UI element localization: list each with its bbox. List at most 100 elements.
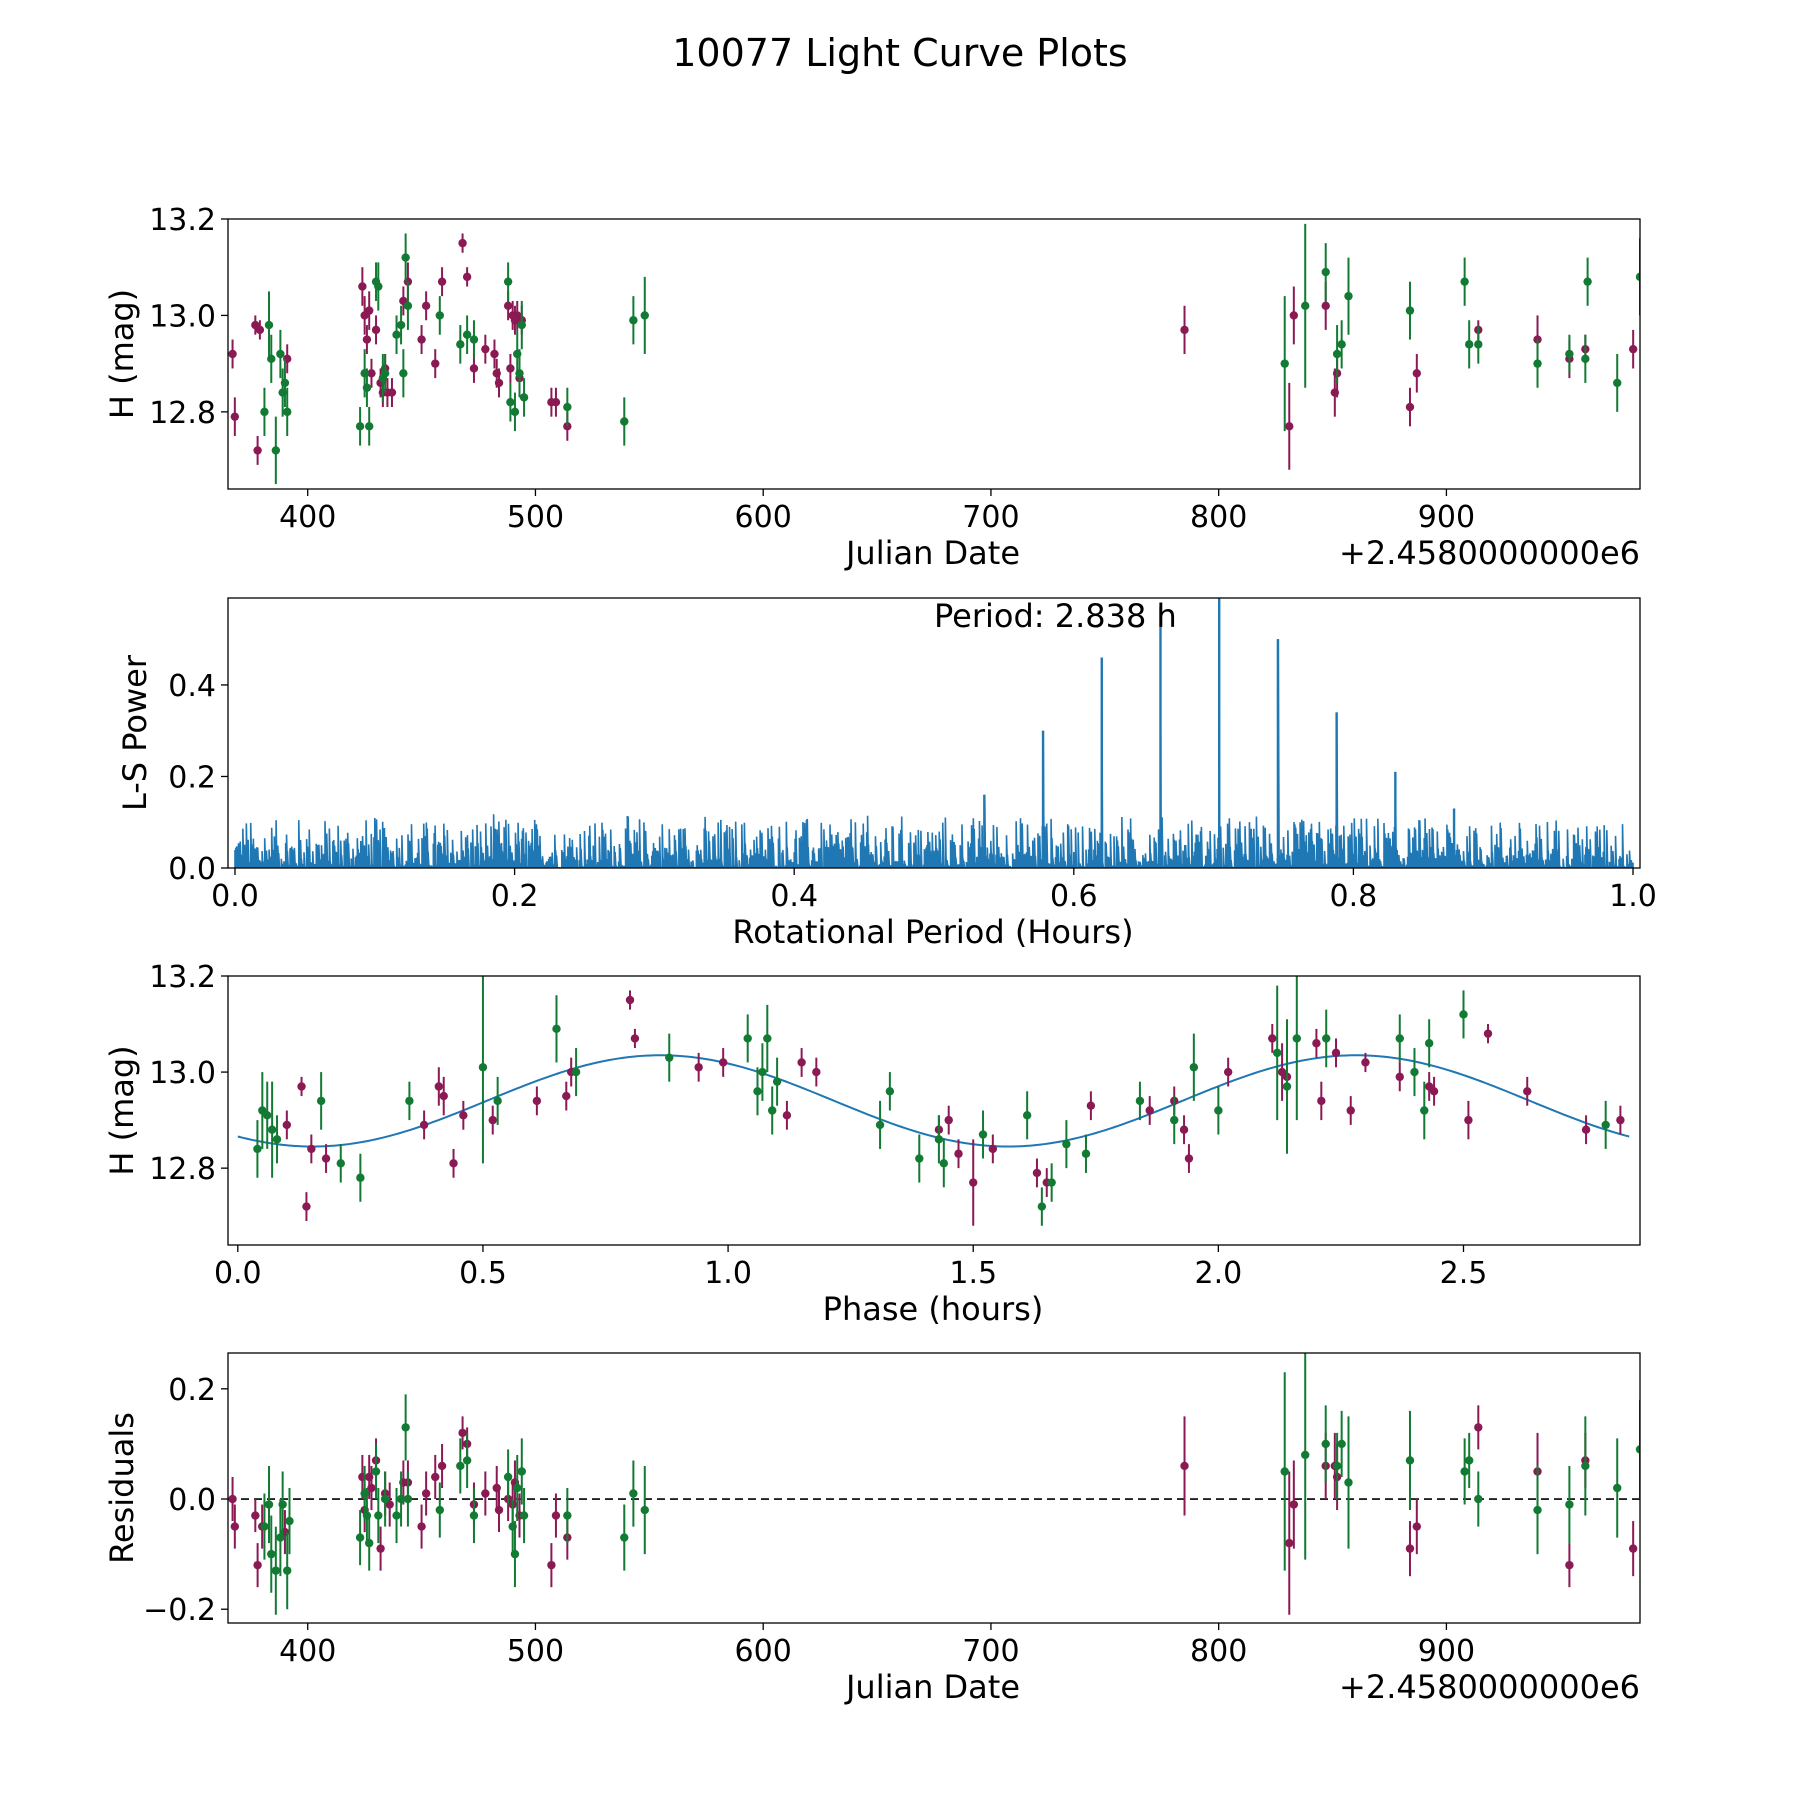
data-point (230, 412, 240, 421)
data-point (1628, 1544, 1638, 1553)
data-point (458, 238, 467, 248)
data-point (1420, 1106, 1429, 1115)
data-point (1429, 1087, 1439, 1096)
data-point (517, 1467, 526, 1476)
data-point (264, 1500, 274, 1509)
data-point (417, 1522, 426, 1531)
data-point (969, 1178, 978, 1187)
data-point (478, 1063, 488, 1072)
data-point (1170, 1115, 1179, 1125)
data-point (439, 1091, 448, 1101)
data-point (1405, 306, 1415, 315)
data-point (1581, 354, 1590, 364)
data-point (456, 340, 465, 349)
data-point (503, 301, 513, 310)
data-point (419, 1120, 429, 1130)
x-tick-label: 2.0 (1195, 1256, 1243, 1291)
data-point (1583, 277, 1592, 286)
x-tick-label: 0.6 (1050, 879, 1098, 914)
data-point (1613, 378, 1622, 388)
data-point (1344, 291, 1353, 301)
data-point (403, 1494, 413, 1504)
data-point (385, 1500, 394, 1509)
data-point (1483, 1029, 1493, 1038)
data-point (392, 330, 401, 339)
y-tick-label: 0.0 (168, 852, 216, 887)
data-point (399, 369, 408, 378)
data-point (1565, 1500, 1574, 1509)
axes-frame (227, 1352, 1641, 1624)
data-point (1062, 1139, 1071, 1149)
data-point (437, 277, 447, 286)
x-tick-label: 1.5 (949, 1256, 997, 1291)
data-point (515, 369, 524, 378)
data-point (1361, 1058, 1370, 1067)
axes-frame (227, 597, 1641, 869)
data-point (469, 335, 479, 344)
data-point (1410, 1067, 1419, 1077)
y-tick-label: 0.2 (168, 760, 216, 795)
data-point (954, 1149, 963, 1158)
data-point (260, 1522, 269, 1531)
data-point (435, 311, 444, 320)
x-tick-label: 500 (507, 1634, 564, 1669)
data-point (510, 407, 520, 417)
data-point (376, 1544, 385, 1553)
data-point (380, 369, 390, 378)
data-point (1464, 340, 1474, 349)
data-point (1412, 1522, 1422, 1531)
data-point (939, 1159, 949, 1168)
y-tick-label: 0.0 (168, 1483, 216, 1518)
data-point (405, 1096, 414, 1106)
data-point (1635, 272, 1640, 282)
data-point (1405, 1456, 1415, 1465)
data-point (321, 1154, 331, 1163)
data-point (493, 1096, 502, 1106)
series-band-a (228, 233, 1638, 470)
data-point (1464, 1115, 1473, 1125)
fit-curve (237, 1054, 1630, 1148)
power-spectrum-line (234, 598, 1634, 868)
data-point (1268, 1034, 1277, 1043)
data-point (640, 1505, 649, 1515)
data-point (230, 1522, 240, 1531)
data-point (490, 349, 499, 359)
x-tick-label: 900 (1418, 500, 1475, 535)
data-point (1344, 1478, 1353, 1487)
data-point (532, 1096, 542, 1106)
data-point (365, 422, 374, 431)
data-point (302, 1202, 311, 1211)
data-point (494, 378, 504, 388)
data-point (481, 344, 490, 354)
y-axis-label: H (mag) (103, 289, 141, 419)
data-point (812, 1067, 821, 1077)
data-point (718, 1058, 728, 1067)
x-tick-label: 800 (1190, 500, 1247, 535)
axes-frame (227, 975, 1641, 1246)
data-point (437, 1461, 447, 1471)
x-tick-label: 700 (962, 1634, 1019, 1669)
data-point (283, 1566, 292, 1575)
data-point (1412, 369, 1422, 378)
data-point (365, 1538, 374, 1548)
data-point (417, 335, 426, 344)
data-point (915, 1154, 924, 1163)
data-point (1321, 267, 1330, 277)
data-point (1581, 1125, 1591, 1134)
data-point (401, 1423, 410, 1432)
y-tick-label: 12.8 (149, 1152, 216, 1187)
data-point (510, 1549, 520, 1559)
y-tick-label: 0.4 (168, 669, 216, 704)
data-point (551, 398, 561, 407)
data-point (1405, 1544, 1415, 1553)
data-point (694, 1063, 703, 1072)
data-point (753, 1087, 762, 1096)
data-point (387, 388, 397, 397)
data-point (875, 1120, 885, 1130)
data-point (276, 349, 285, 359)
data-point (271, 446, 281, 455)
data-point (571, 1067, 581, 1077)
data-point (1337, 1439, 1346, 1449)
data-point (282, 1120, 292, 1130)
y-tick-label: 13.0 (149, 1056, 216, 1091)
